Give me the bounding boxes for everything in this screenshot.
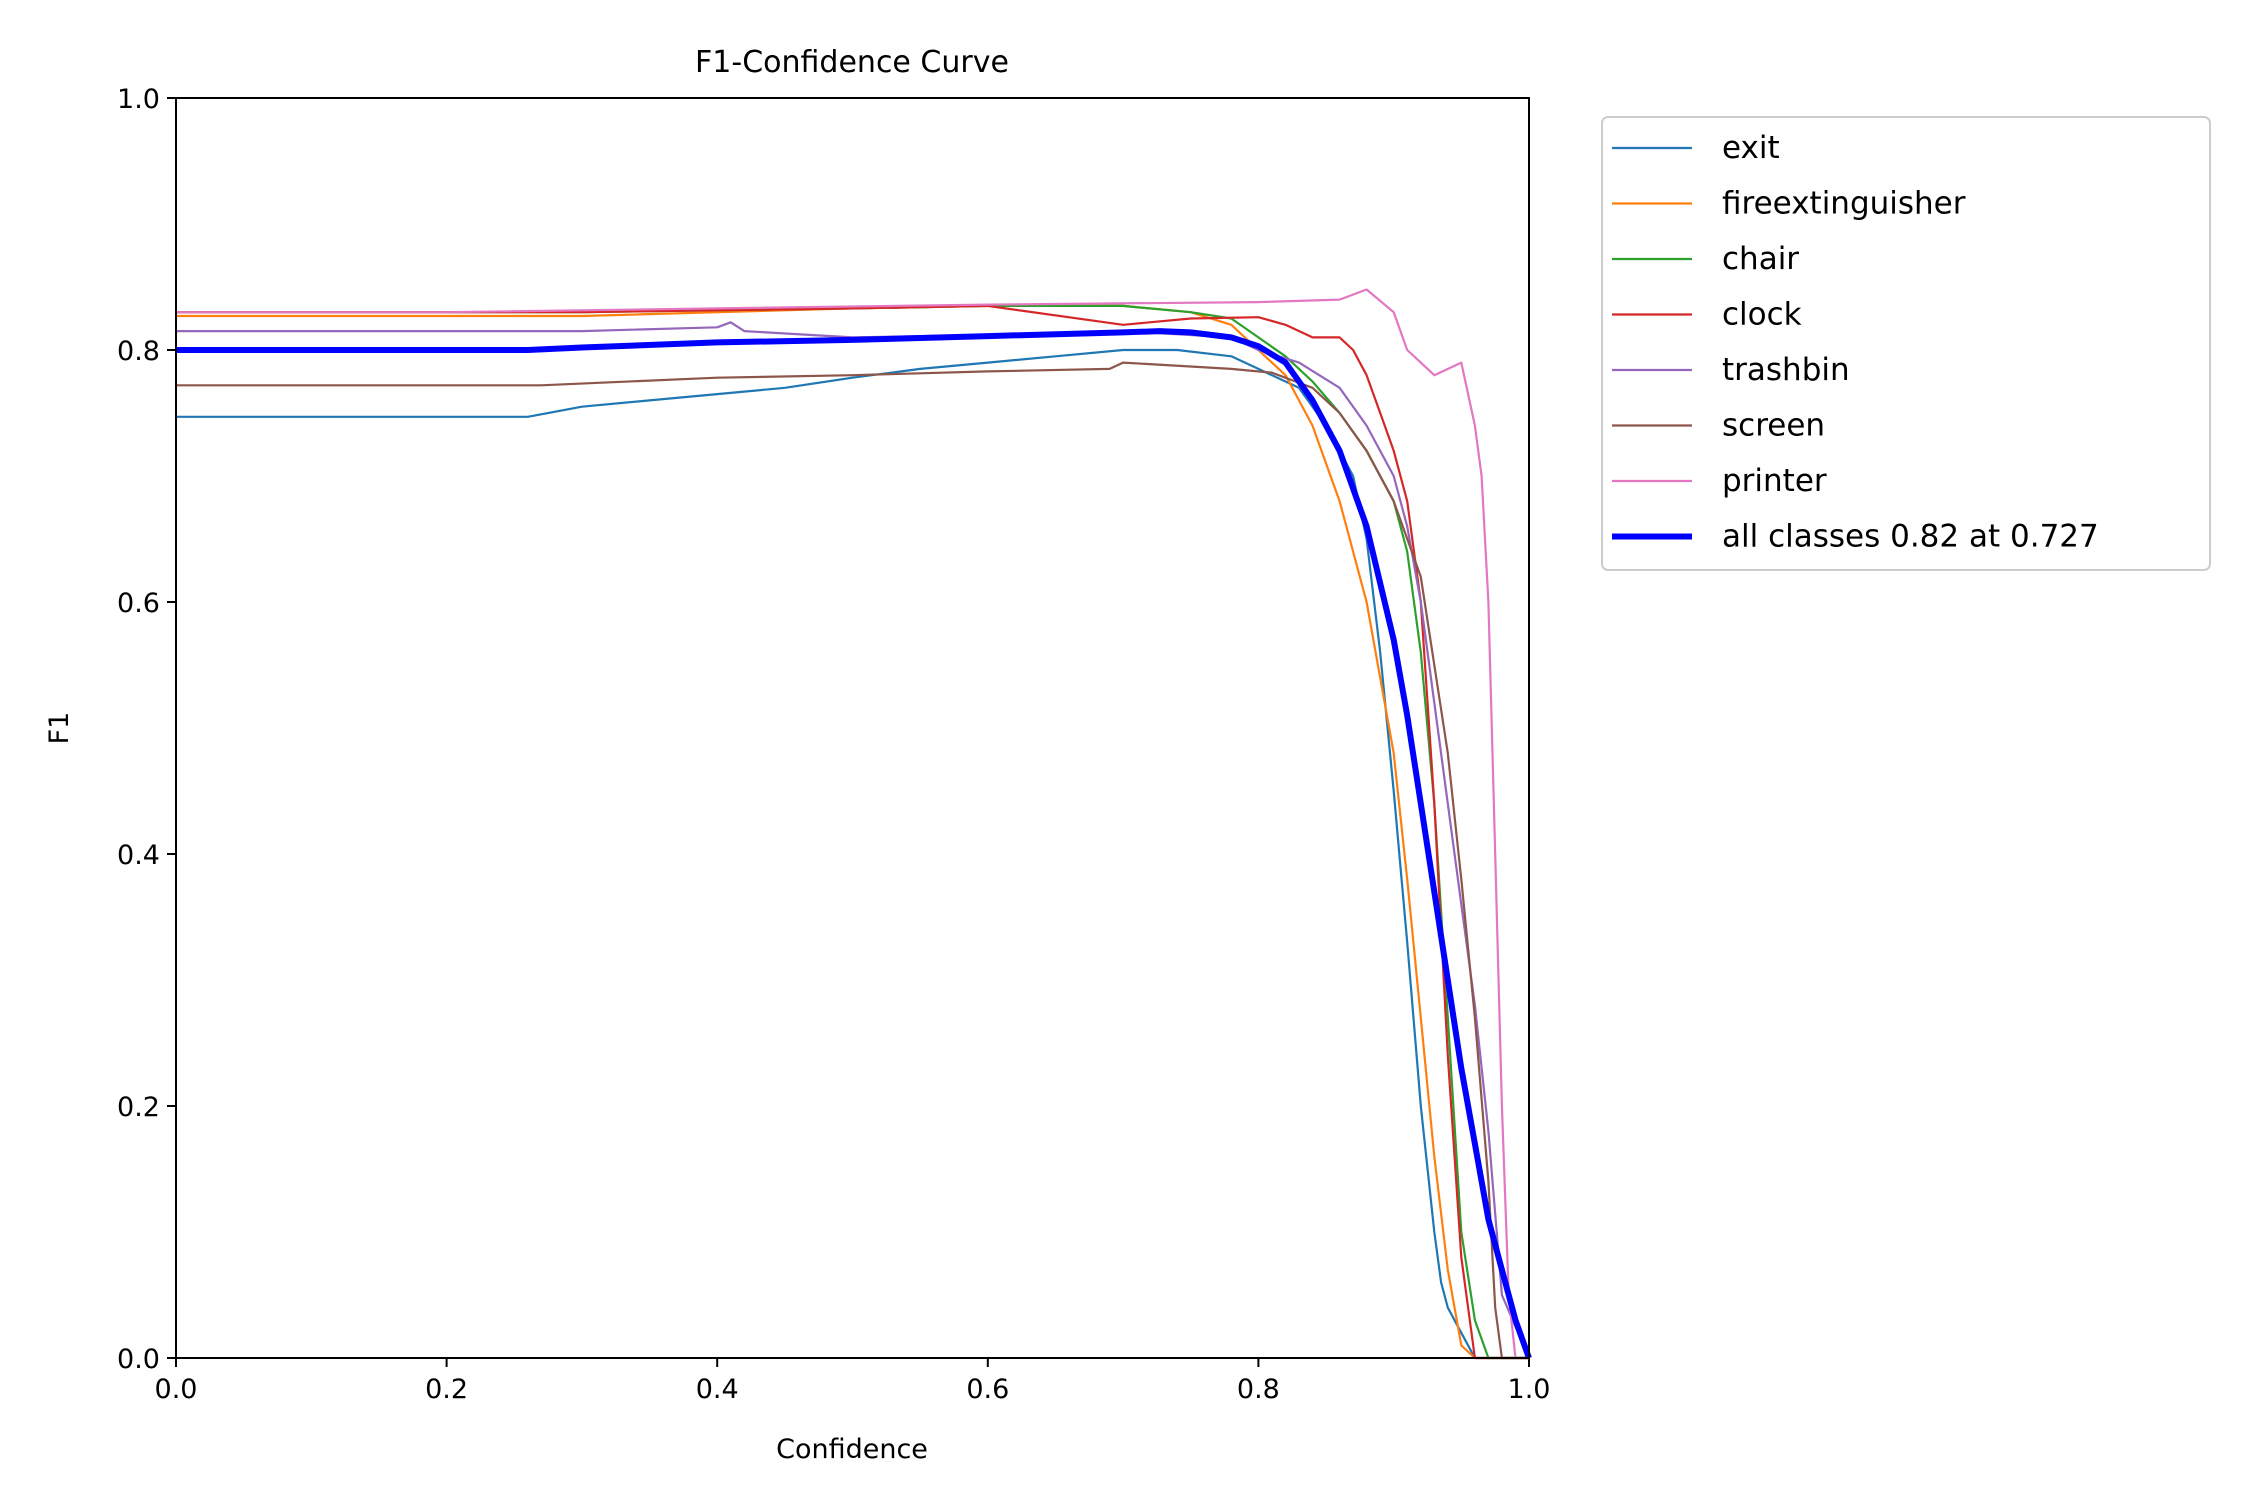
x-tick-label: 1.0 — [1508, 1374, 1551, 1405]
x-axis-ticks: 0.0 0.2 0.4 0.6 0.8 1.0 — [155, 1358, 1551, 1405]
series-line-all — [176, 328, 1532, 1360]
y-tick-label: 1.0 — [117, 84, 160, 115]
legend-label: screen — [1722, 408, 1825, 444]
y-axis-ticks: 0.0 0.2 0.4 0.6 0.8 1.0 — [117, 84, 176, 1375]
series-line-printer — [176, 288, 1529, 1360]
legend-box — [1601, 116, 2211, 571]
series-line-screen — [176, 361, 1529, 1360]
y-tick-label: 0.4 — [117, 840, 160, 871]
series-line-trashbin — [176, 321, 1531, 1359]
x-tick-label: 0.4 — [696, 1374, 739, 1405]
legend-label: printer — [1722, 463, 1827, 499]
legend-label: chair — [1722, 241, 1799, 277]
x-tick-label: 0.2 — [425, 1374, 468, 1405]
legend-label: trashbin — [1722, 352, 1850, 388]
x-axis-label: Confidence — [776, 1434, 928, 1465]
series-lines — [176, 288, 1532, 1360]
series-line-fireextinguisher — [176, 304, 1529, 1360]
legend-items: exit fireextinguisher chair clock trashbin sc… — [1612, 130, 2099, 555]
x-tick-label: 0.8 — [1237, 1374, 1280, 1405]
legend-label: exit — [1722, 130, 1780, 166]
series-line-clock — [176, 304, 1529, 1360]
plot-frame — [175, 97, 1530, 1359]
y-tick-label: 0.0 — [117, 1344, 160, 1375]
legend-label: all classes 0.82 at 0.727 — [1722, 519, 2099, 555]
legend: exit fireextinguisher chair clock trashbin sc… — [1601, 116, 2211, 571]
x-tick-label: 0.0 — [155, 1374, 198, 1405]
y-tick-label: 0.6 — [117, 588, 160, 619]
y-tick-label: 0.8 — [117, 336, 160, 367]
legend-label: clock — [1722, 297, 1802, 333]
y-axis-label: F1 — [44, 712, 75, 745]
legend-label: fireextinguisher — [1722, 186, 1966, 222]
x-tick-label: 0.6 — [966, 1374, 1009, 1405]
y-tick-label: 0.2 — [117, 1092, 160, 1123]
series-line-exit — [176, 348, 1529, 1360]
chart-title: F1-Confidence Curve — [695, 45, 1009, 80]
